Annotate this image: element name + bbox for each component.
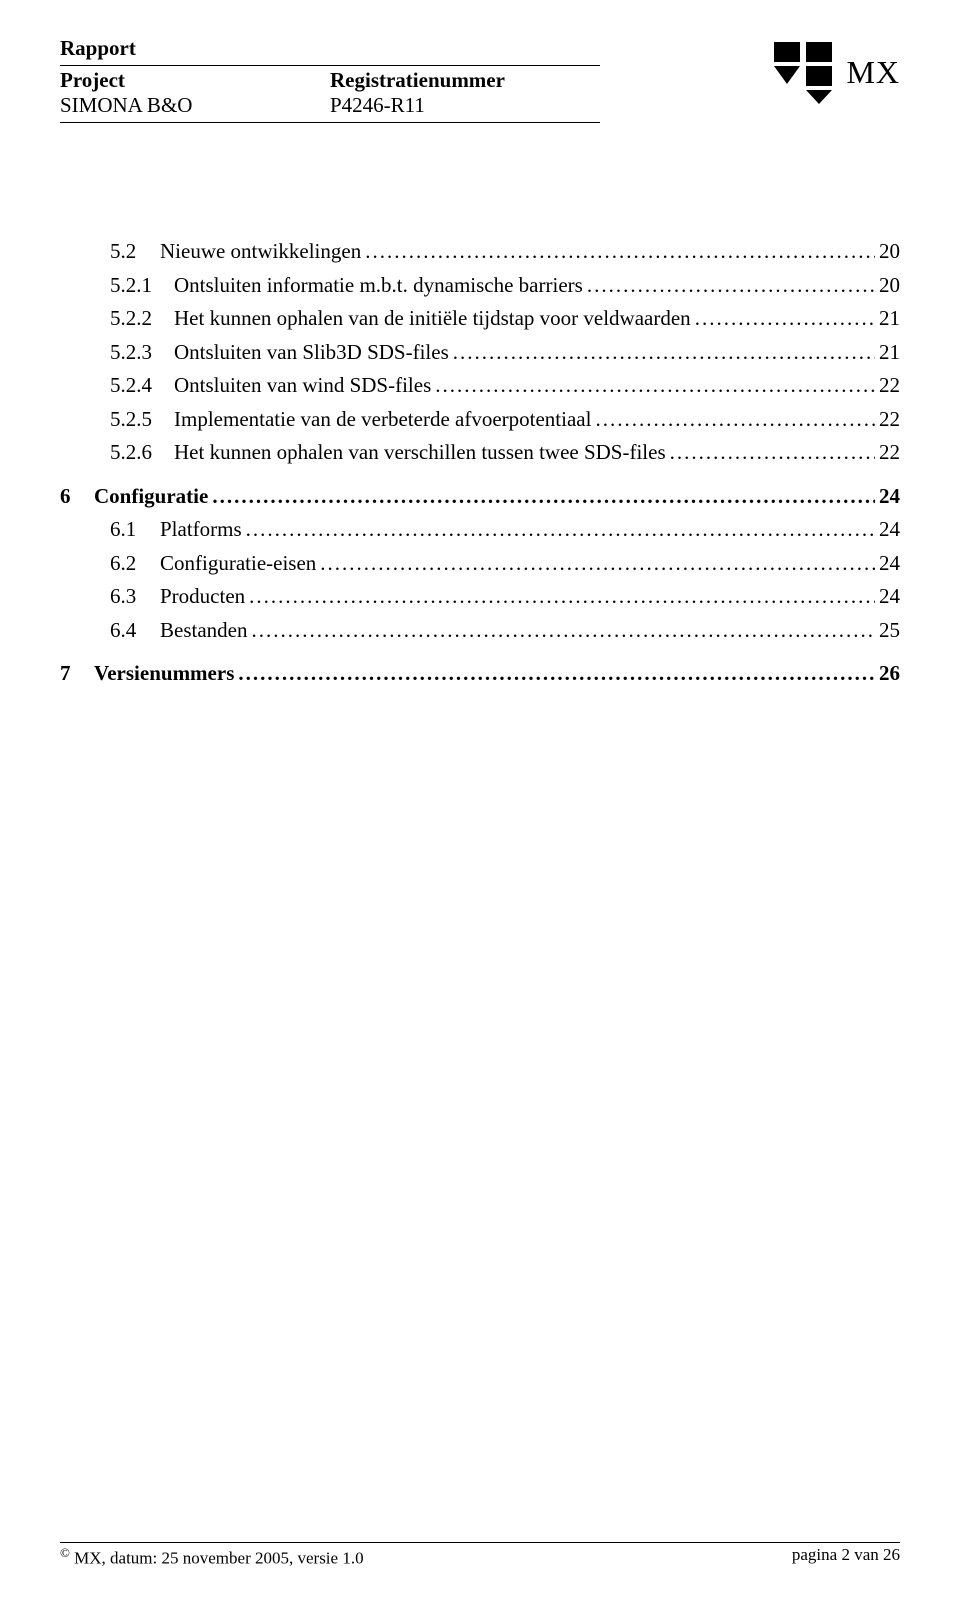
footer-right: pagina 2 van 26 [792, 1545, 900, 1569]
header-labels-row: Project Registratienummer [60, 68, 600, 93]
toc-entry-page: 21 [879, 303, 900, 335]
toc-entry-page: 22 [879, 437, 900, 469]
toc-entry-number: 5.2.3 [60, 337, 174, 369]
toc-entry-page: 24 [879, 514, 900, 546]
toc-entry: 7Versienummers 26 [60, 658, 900, 690]
toc-entry-label: Het kunnen ophalen van verschillen tusse… [174, 437, 666, 469]
rapport-label: Rapport [60, 36, 600, 61]
toc-entry-leader [251, 615, 875, 647]
toc-entry: 6.2Configuratie-eisen 24 [60, 548, 900, 580]
toc-entry: 5.2.3Ontsluiten van Slib3D SDS-files 21 [60, 337, 900, 369]
header-left-block: Rapport Project Registratienummer SIMONA… [60, 36, 600, 123]
toc-entry: 5.2.2Het kunnen ophalen van de initiële … [60, 303, 900, 335]
toc-entry-label: Het kunnen ophalen van de initiële tijds… [174, 303, 691, 335]
toc-entry-page: 20 [879, 236, 900, 268]
toc-entry-page: 20 [879, 270, 900, 302]
toc-entry-label: Bestanden [160, 615, 247, 647]
toc-entry-page: 24 [879, 581, 900, 613]
toc-entry-leader [595, 404, 875, 436]
toc-entry-label: Ontsluiten van Slib3D SDS-files [174, 337, 449, 369]
copyright-icon: © [60, 1545, 70, 1560]
toc-entry: 6.1Platforms 24 [60, 514, 900, 546]
toc-entry-number: 6.3 [60, 581, 160, 613]
toc-entry-label: Ontsluiten van wind SDS-files [174, 370, 431, 402]
toc-entry-number: 6.1 [60, 514, 160, 546]
header-rule-bottom [60, 122, 600, 123]
toc-entry-page: 26 [879, 658, 900, 690]
toc-entry-number: 5.2.6 [60, 437, 174, 469]
toc-entry: 5.2.5Implementatie van de verbeterde afv… [60, 404, 900, 436]
toc-entry-page: 24 [879, 548, 900, 580]
toc-entry-leader [320, 548, 875, 580]
toc-entry-label: Nieuwe ontwikkelingen [160, 236, 361, 268]
toc-entry-label: Ontsluiten informatie m.b.t. dynamische … [174, 270, 583, 302]
toc-gap [60, 648, 900, 658]
toc-entry-number: 5.2.4 [60, 370, 174, 402]
toc-entry-label: Platforms [160, 514, 242, 546]
toc-entry-number: 6 [60, 481, 94, 513]
header-rule-top [60, 65, 600, 66]
logo-block: MX [774, 42, 900, 109]
toc-entry: 5.2.6Het kunnen ophalen van verschillen … [60, 437, 900, 469]
toc-entry-label: Configuratie-eisen [160, 548, 316, 580]
toc-entry-number: 6.4 [60, 615, 160, 647]
toc-entry-number: 6.2 [60, 548, 160, 580]
regnum-label: Registratienummer [330, 68, 600, 93]
toc-entry-leader [695, 303, 875, 335]
toc-entry-leader [435, 370, 875, 402]
toc-entry-number: 5.2.2 [60, 303, 174, 335]
toc-entry-label: Versienummers [94, 658, 234, 690]
footer-rule [60, 1542, 900, 1543]
toc-entry: 6Configuratie 24 [60, 481, 900, 513]
toc-entry-number: 5.2.5 [60, 404, 174, 436]
brand-text: MX [846, 54, 900, 91]
footer-row: © MX, datum: 25 november 2005, versie 1.… [60, 1545, 900, 1569]
toc-entry-label: Producten [160, 581, 245, 613]
toc-entry-label: Configuratie [94, 481, 208, 513]
page: Rapport Project Registratienummer SIMONA… [0, 0, 960, 1609]
toc-entry-leader [238, 658, 875, 690]
toc-entry-number: 5.2.1 [60, 270, 174, 302]
toc-entry-leader [212, 481, 875, 513]
page-header: Rapport Project Registratienummer SIMONA… [60, 36, 900, 156]
footer-version: 1.0 [342, 1549, 363, 1568]
toc-entry-leader [246, 514, 875, 546]
toc-entry: 5.2.4Ontsluiten van wind SDS-files 22 [60, 370, 900, 402]
toc-entry-page: 24 [879, 481, 900, 513]
toc-entry-page: 21 [879, 337, 900, 369]
table-of-contents: 5.2Nieuwe ontwikkelingen205.2.1Ontsluite… [60, 236, 900, 690]
footer-left-prefix: MX, datum: [74, 1549, 161, 1568]
toc-entry-leader [670, 437, 875, 469]
header-values-row: SIMONA B&O P4246-R11 [60, 93, 600, 118]
regnum-value: P4246-R11 [330, 93, 600, 118]
toc-entry-number: 5.2 [60, 236, 160, 268]
toc-entry-leader [587, 270, 875, 302]
toc-gap [60, 471, 900, 481]
toc-entry-number: 7 [60, 658, 94, 690]
footer-left: © MX, datum: 25 november 2005, versie 1.… [60, 1545, 364, 1569]
toc-entry-leader [249, 581, 875, 613]
page-footer: © MX, datum: 25 november 2005, versie 1.… [60, 1542, 900, 1569]
footer-version-label: , versie [289, 1549, 342, 1568]
toc-entry-page: 22 [879, 404, 900, 436]
toc-entry: 6.3Producten 24 [60, 581, 900, 613]
toc-entry-page: 22 [879, 370, 900, 402]
toc-entry: 5.2.1Ontsluiten informatie m.b.t. dynami… [60, 270, 900, 302]
footer-date: 25 november 2005 [162, 1549, 289, 1568]
toc-entry-leader [365, 236, 875, 268]
toc-entry-leader [453, 337, 875, 369]
project-label: Project [60, 68, 330, 93]
toc-entry-label: Implementatie van de verbeterde afvoerpo… [174, 404, 591, 436]
project-value: SIMONA B&O [60, 93, 330, 118]
toc-entry-page: 25 [879, 615, 900, 647]
toc-entry: 6.4Bestanden 25 [60, 615, 900, 647]
mx-logo-icon [774, 42, 832, 109]
toc-entry: 5.2Nieuwe ontwikkelingen 20 [60, 236, 900, 268]
